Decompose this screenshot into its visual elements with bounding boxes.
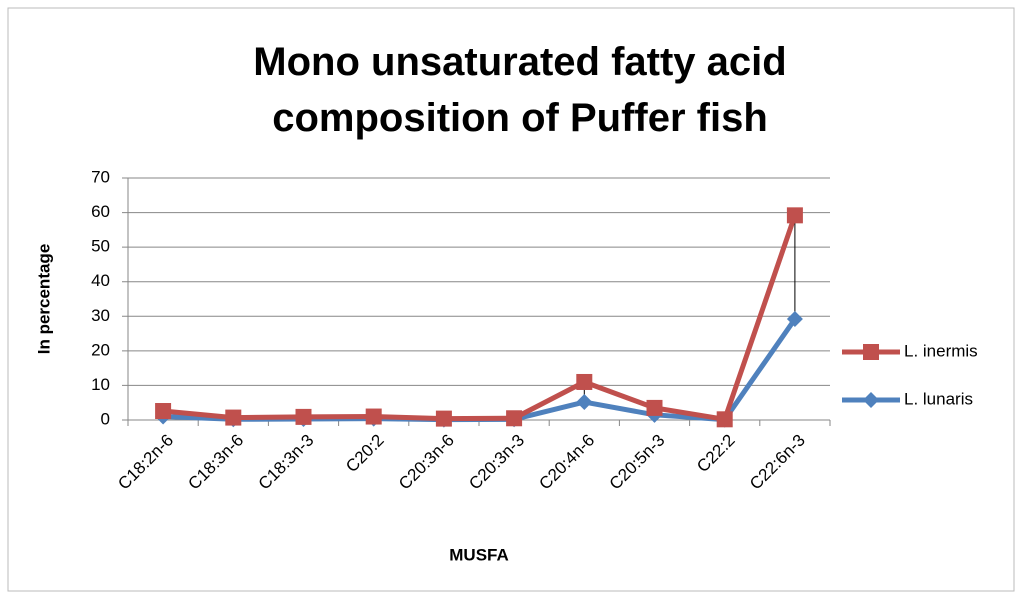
y-tick-label: 70 xyxy=(91,167,110,186)
data-point xyxy=(786,311,803,328)
data-point xyxy=(646,399,663,416)
y-tick-label: 0 xyxy=(101,409,110,428)
chart-title: Mono unsaturated fatty acid composition … xyxy=(253,40,787,140)
legend-marker xyxy=(863,392,879,408)
data-point xyxy=(435,410,452,427)
chart-border xyxy=(7,7,1015,592)
y-tick-label: 50 xyxy=(91,237,110,256)
data-point xyxy=(576,394,593,411)
legend-label: L. lunaris xyxy=(904,389,973,408)
y-tick-label: 40 xyxy=(91,271,110,290)
x-axis-label: MUSFA xyxy=(449,545,509,564)
data-point xyxy=(786,207,803,224)
y-tick-label: 10 xyxy=(91,375,110,394)
y-tick-label: 60 xyxy=(91,202,110,221)
data-point xyxy=(295,408,312,425)
legend-marker xyxy=(863,344,879,360)
y-tick-label: 30 xyxy=(91,306,110,325)
series-line xyxy=(162,214,798,422)
y-tick-label: 20 xyxy=(91,340,110,359)
y-axis-label: In percentage xyxy=(34,244,53,355)
data-point xyxy=(576,373,593,390)
data-point xyxy=(365,408,382,425)
data-point xyxy=(225,409,242,426)
data-point xyxy=(716,411,733,428)
legend-label: L. inermis xyxy=(904,341,978,360)
data-point xyxy=(506,410,523,427)
data-point xyxy=(155,403,172,420)
